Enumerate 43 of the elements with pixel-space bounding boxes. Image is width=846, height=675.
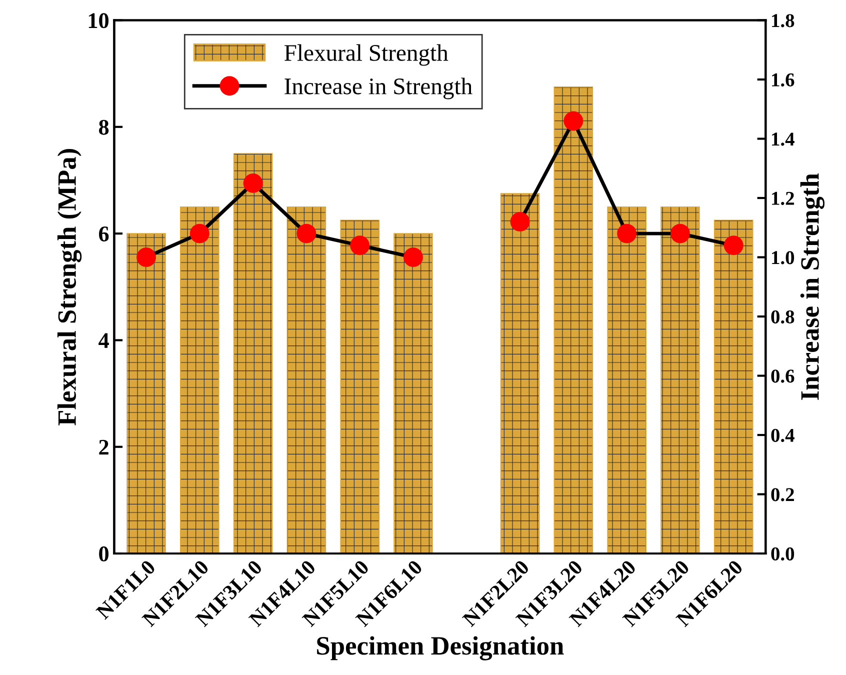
point [564, 111, 584, 131]
bar [340, 220, 380, 554]
point [670, 224, 690, 244]
point [404, 248, 423, 267]
y2-tick-label: 0.8 [771, 310, 794, 324]
y-tick-label: 2 [99, 440, 108, 455]
point [724, 236, 744, 256]
bar [660, 206, 700, 554]
y2-tick-label: 1.2 [772, 192, 794, 206]
bar [394, 233, 433, 554]
bar [500, 193, 540, 554]
y-tick-label: 6 [99, 226, 109, 242]
y2-tick-label: 0.6 [771, 370, 794, 383]
bar [286, 206, 326, 554]
bar [554, 86, 594, 554]
y2-tick-label: 0.2 [771, 488, 794, 502]
y2-tick-label: 1.4 [772, 132, 794, 146]
y2-tick-label: 0.4 [771, 428, 794, 442]
y-tick-label: 10 [88, 13, 108, 28]
y2-tick-label: 0.0 [771, 547, 794, 561]
y-tick-label: 0 [99, 546, 108, 562]
y2-axis-title: Increase in Strength [800, 173, 824, 400]
point [190, 224, 210, 244]
y-tick-label: 8 [98, 120, 109, 135]
bar [233, 153, 273, 554]
bar [180, 206, 220, 554]
legend-label: Increase in Strength [284, 78, 472, 100]
point [243, 173, 263, 193]
bar [126, 233, 166, 554]
point [510, 212, 530, 232]
y2-tick-label: 1.8 [772, 14, 794, 28]
x-axis-title: Specimen Designation [317, 636, 564, 660]
point [296, 224, 316, 244]
bar [714, 220, 754, 554]
y2-tick-label: 1.6 [772, 73, 794, 87]
point [617, 224, 637, 244]
bar [607, 206, 646, 554]
point [350, 236, 370, 256]
legend-label: Flexural Strength [284, 44, 448, 66]
y-axis-title: Flexural Strength (MPa) [57, 149, 82, 426]
y-tick-label: 4 [98, 333, 109, 348]
point [136, 248, 156, 267]
y2-tick-label: 1.0 [772, 251, 794, 264]
